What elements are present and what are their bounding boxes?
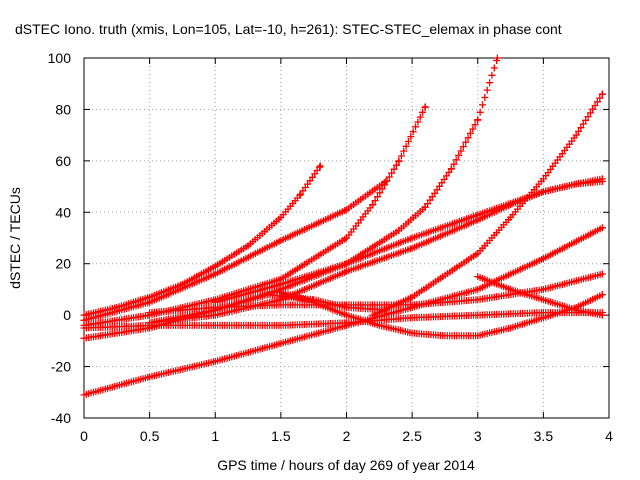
data-point-markers xyxy=(80,162,324,319)
data-point-markers xyxy=(146,291,390,327)
y-tick-label: 60 xyxy=(55,153,71,169)
y-tick-label: 100 xyxy=(48,50,72,66)
y-tick-label: -20 xyxy=(51,359,71,375)
x-tick-label: 1.5 xyxy=(271,428,291,444)
series-arc-e xyxy=(211,175,606,306)
x-tick-label: 1 xyxy=(211,428,219,444)
x-tick-label: 2 xyxy=(343,428,351,444)
data-point-markers xyxy=(211,175,606,306)
series-arc-m xyxy=(474,273,606,319)
x-tick-label: 4 xyxy=(605,428,613,444)
x-axis-label: GPS time / hours of day 269 of year 2014 xyxy=(217,457,475,473)
series-arc-a xyxy=(80,162,324,319)
data-point-markers xyxy=(80,103,429,329)
x-tick-label: 0.5 xyxy=(140,428,160,444)
x-tick-label: 3 xyxy=(474,428,482,444)
data-point-markers xyxy=(474,273,606,319)
series-arc-l xyxy=(146,291,390,327)
x-tick-labels: 0 0.5 1 1.5 2 2.5 3 3.5 4 xyxy=(80,428,613,444)
y-tick-labels: -40 -20 0 20 40 60 80 100 xyxy=(48,50,72,426)
y-tick-label: 40 xyxy=(55,204,71,220)
y-tick-label: 80 xyxy=(55,101,71,117)
series-group xyxy=(80,54,606,399)
series-arc-b xyxy=(80,177,390,324)
x-tick-label: 0 xyxy=(80,428,88,444)
tick-marks xyxy=(83,57,610,419)
x-tick-label: 2.5 xyxy=(402,428,422,444)
chart-title: dSTEC Iono. truth (xmis, Lon=105, Lat=-1… xyxy=(15,21,562,37)
x-tick-label: 3.5 xyxy=(534,428,554,444)
y-tick-label: 0 xyxy=(63,307,71,323)
y-axis-label: dSTEC / TECUs xyxy=(7,187,23,289)
y-tick-label: 20 xyxy=(55,256,71,272)
series-arc-c xyxy=(80,103,429,329)
data-point-markers xyxy=(80,177,390,324)
y-tick-label: -40 xyxy=(51,410,71,426)
